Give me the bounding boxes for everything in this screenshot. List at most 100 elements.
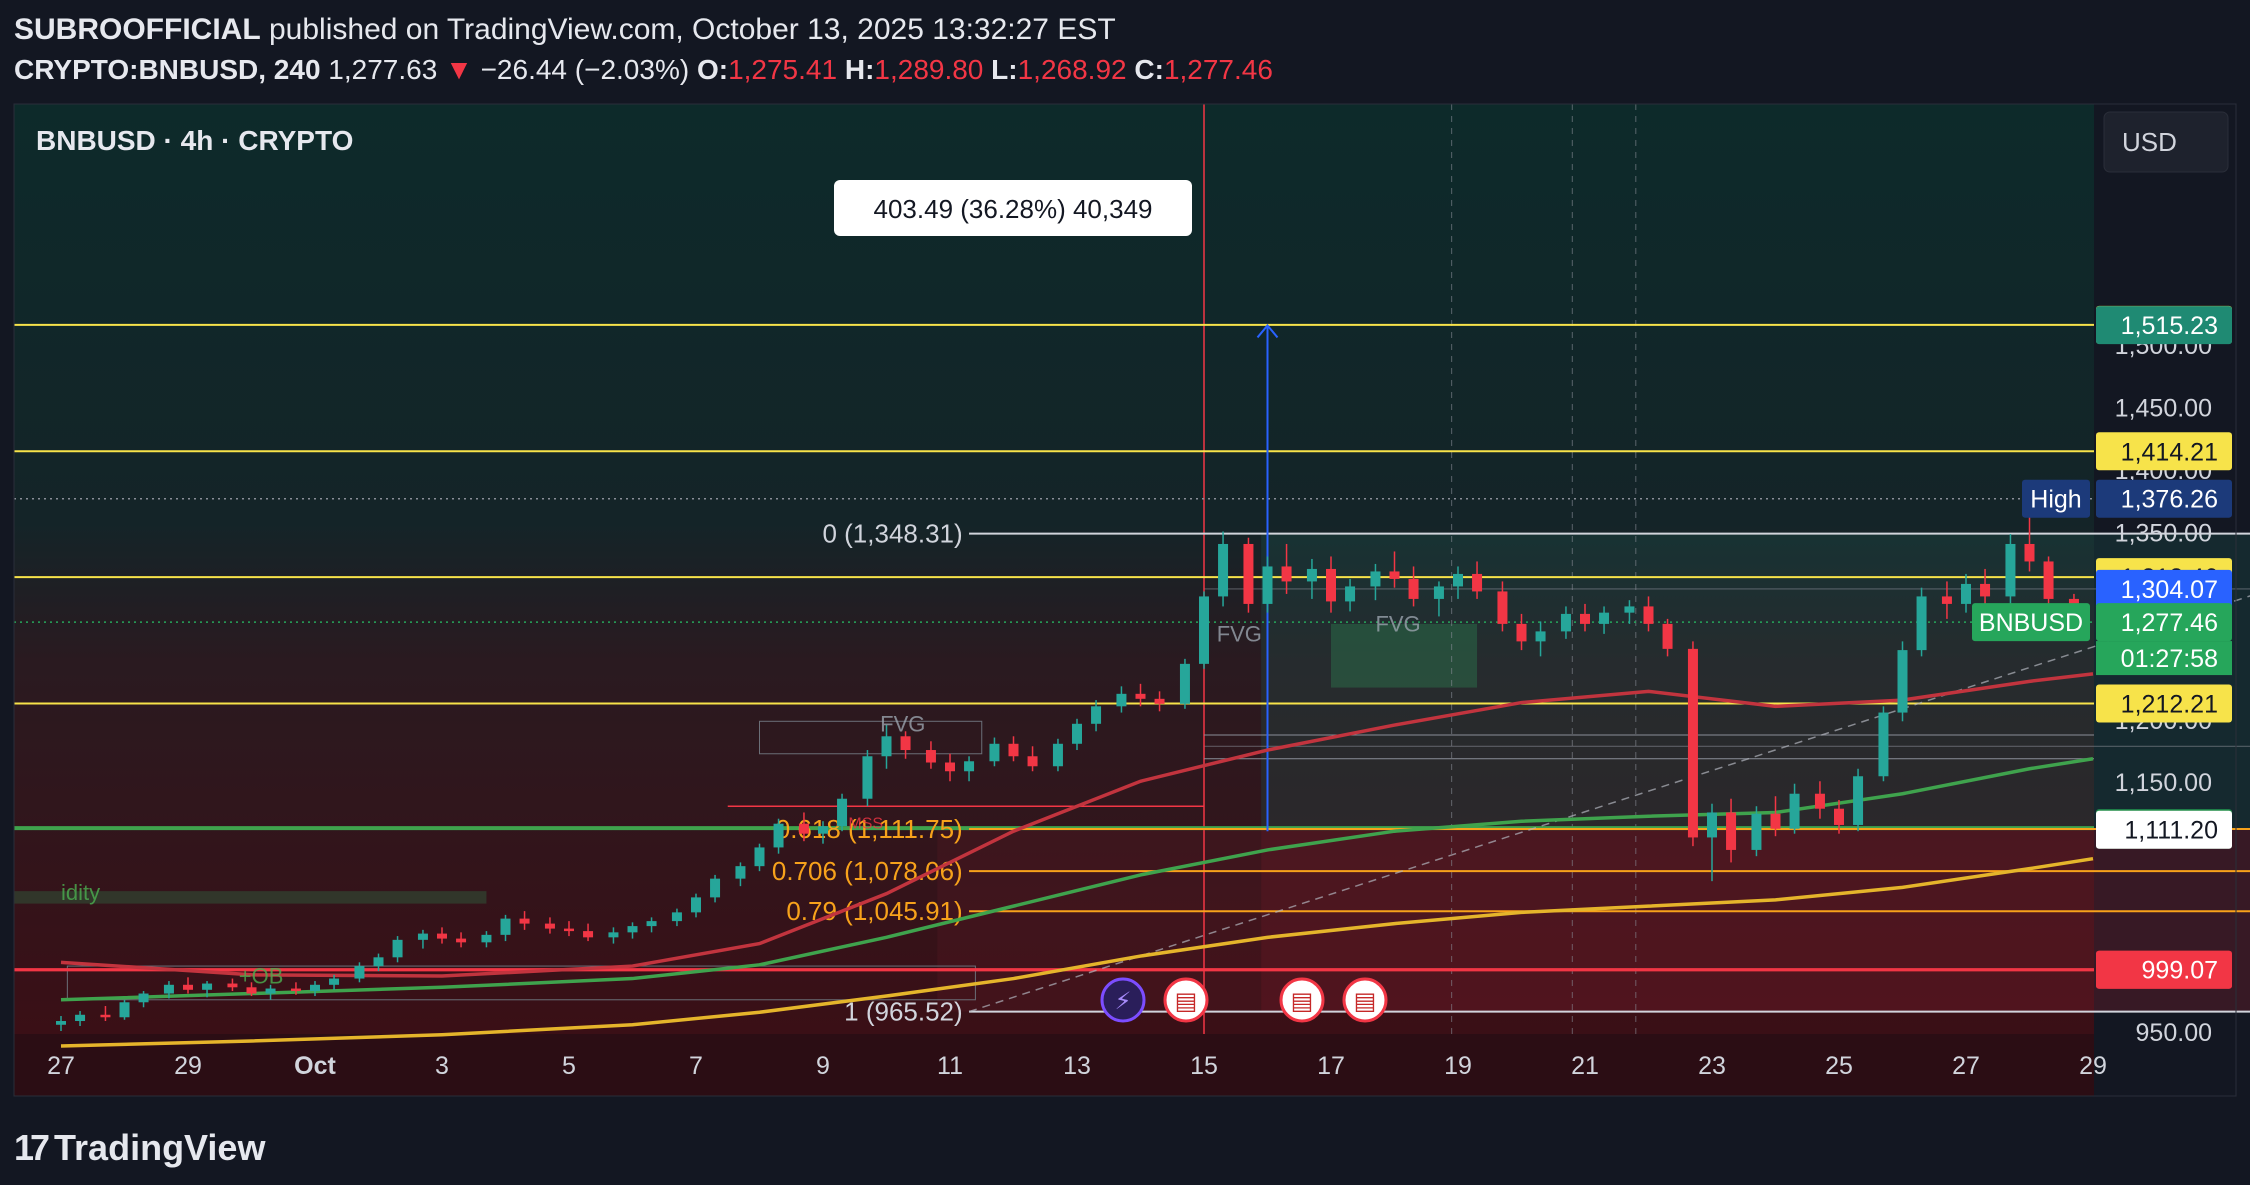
- candle-body: [1560, 613, 1571, 632]
- price-tag-label: 1,111.20: [2124, 817, 2218, 845]
- low-value: 1,268.92: [1017, 54, 1127, 85]
- chart-annotation: FVG: [1217, 621, 1262, 646]
- candle-body: [227, 983, 238, 988]
- fvg-outline: [759, 720, 983, 755]
- price-tag-label: 1,515.23: [2121, 312, 2218, 340]
- candle-body: [1262, 566, 1273, 604]
- candle-body: [964, 761, 975, 772]
- x-tick-label: 19: [1444, 1052, 1472, 1080]
- y-tick-label: 1,150.00: [2115, 769, 2212, 797]
- x-tick-label: 21: [1571, 1052, 1599, 1080]
- fib-zone: [937, 829, 1262, 1012]
- liquidity-box: [14, 891, 487, 904]
- x-tick-label: Oct: [294, 1052, 336, 1080]
- candle-body: [608, 932, 619, 938]
- x-tick-label: 23: [1698, 1052, 1726, 1080]
- x-tick-label: 29: [174, 1052, 202, 1080]
- chart-annotation: MSS: [848, 816, 883, 833]
- price-tag-name: High: [2030, 486, 2081, 514]
- candle-body: [1116, 693, 1127, 707]
- chart-pane: [14, 104, 2094, 1034]
- candle-body: [710, 878, 721, 898]
- candle-body: [1897, 650, 1908, 713]
- countdown-bg: [2096, 641, 2232, 676]
- candle-body: [1726, 812, 1737, 850]
- candle-body: [1535, 631, 1546, 642]
- candle-body: [1326, 568, 1336, 602]
- price-tag-label: 999.07: [2142, 957, 2218, 985]
- x-tick-label: 27: [47, 1052, 75, 1080]
- price-tag: [2096, 432, 2232, 471]
- x-tick-label: 3: [435, 1052, 449, 1080]
- time-axis-bg: [14, 1034, 2094, 1096]
- price-tag-label: 1,277.46: [2121, 609, 2218, 637]
- candle-body: [1389, 571, 1400, 579]
- currency-button-bg: [2103, 111, 2229, 173]
- event-us-flag-icon: [1342, 977, 1388, 1023]
- candle-body: [392, 939, 403, 958]
- chart-header: SUBROOFFICIAL published on TradingView.c…: [14, 10, 2236, 90]
- x-tick-label: 15: [1190, 1052, 1218, 1080]
- candle-body: [119, 1002, 130, 1018]
- published-text: published on TradingView.com, October 13…: [269, 13, 1116, 46]
- chart-title: BNBUSD · 4h · CRYPTO: [36, 125, 353, 156]
- ma-line: [60, 856, 2094, 1048]
- fib-label: 1 (965.52): [844, 997, 963, 1027]
- candle-body: [2024, 543, 2035, 562]
- candle-body: [329, 978, 340, 985]
- candle-body: [75, 1014, 86, 1022]
- x-tick-label: 25: [1825, 1052, 1853, 1080]
- chart-annotation: FVG: [1375, 611, 1420, 636]
- countdown-label: 01:27:58: [2121, 645, 2218, 673]
- candle-body: [1243, 543, 1254, 604]
- candle-body: [1834, 808, 1844, 825]
- candle-body: [1370, 571, 1381, 587]
- candle-body: [1707, 812, 1717, 838]
- candle-body: [1789, 793, 1800, 829]
- ma-line: [60, 672, 2094, 978]
- publisher-line: SUBROOFFICIAL published on TradingView.c…: [14, 10, 2236, 50]
- price-tag: [2096, 479, 2232, 518]
- currency-button[interactable]: USD: [2122, 127, 2177, 157]
- candle-body: [1306, 568, 1317, 582]
- publisher-name[interactable]: SUBROOFFICIAL: [14, 13, 261, 46]
- x-tick-label: 17: [1317, 1052, 1345, 1080]
- candle-body: [417, 933, 428, 940]
- symbol-name[interactable]: CRYPTO:BNBUSD, 240: [14, 54, 321, 85]
- price-tag-name-bg: [2022, 479, 2090, 518]
- candle-body: [2043, 561, 2054, 599]
- price-tag-name-bg: [1972, 603, 2090, 642]
- open-value: 1,275.41: [728, 54, 838, 85]
- event-glyph: ▤: [1291, 987, 1314, 1015]
- candle-body: [1008, 743, 1019, 757]
- candle-body: [881, 736, 892, 757]
- symbol-line: CRYPTO:BNBUSD, 240 1,277.63 ▼ −26.44 (−2…: [14, 50, 2236, 90]
- candle-body: [1135, 693, 1146, 699]
- price-tag: [2096, 603, 2232, 642]
- measure-label: 403.49 (36.28%) 40,349: [874, 194, 1153, 224]
- candle-body: [1472, 573, 1483, 592]
- candle-body: [1453, 573, 1463, 587]
- candle-body: [1770, 813, 1781, 829]
- tradingview-footer[interactable]: 17 TradingView: [14, 1127, 265, 1169]
- open-label: O:: [696, 54, 729, 85]
- candle-body: [1052, 743, 1063, 767]
- candle-body: [1916, 596, 1927, 651]
- candle-body: [1154, 698, 1165, 704]
- candle-body: [1516, 623, 1527, 642]
- candle-body: [1072, 723, 1082, 744]
- candle-body: [163, 984, 174, 994]
- candle-body: [500, 918, 511, 935]
- candle-body: [456, 938, 467, 943]
- x-tick-label: 11: [937, 1052, 963, 1080]
- tradingview-brand: TradingView: [54, 1127, 266, 1168]
- price-tag-label: 1,212.21: [2121, 691, 2218, 719]
- tradingview-logo-icon: 17: [14, 1127, 50, 1168]
- candle-body: [583, 931, 594, 938]
- last-price: 1,277.63: [328, 54, 438, 85]
- candle-body: [1408, 578, 1419, 599]
- price-tag-label: 1,304.07: [2121, 576, 2218, 604]
- event-us-flag-icon: [1163, 977, 1209, 1023]
- close-value: 1,277.46: [1163, 54, 1273, 85]
